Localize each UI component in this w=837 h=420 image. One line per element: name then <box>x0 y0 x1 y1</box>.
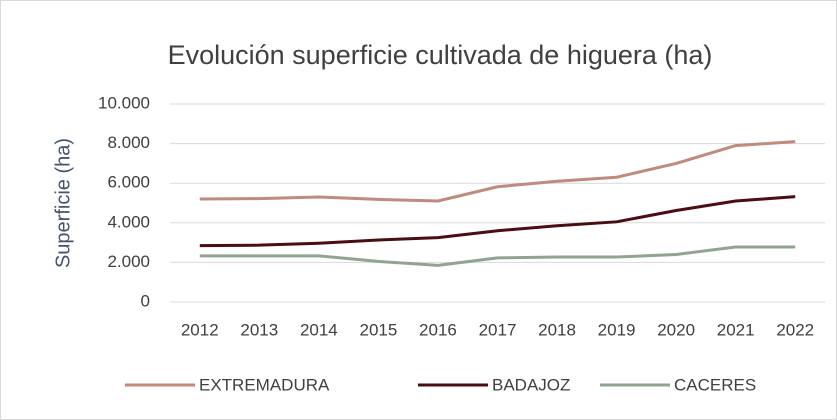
series-line <box>199 245 796 267</box>
legend-label: CACERES <box>674 375 756 394</box>
y-axis-label: Superficie (ha) <box>52 138 74 268</box>
x-tick-label: 2019 <box>598 320 636 339</box>
series-line <box>199 140 796 203</box>
x-tick-label: 2013 <box>240 320 278 339</box>
x-tick-label: 2012 <box>181 320 219 339</box>
x-tick-label: 2016 <box>419 320 457 339</box>
x-tick-label: 2015 <box>359 320 397 339</box>
series-line <box>199 195 796 248</box>
x-tick-label: 2021 <box>717 320 755 339</box>
chart-title: Evolución superficie cultivada de higuer… <box>168 40 713 70</box>
legend-label: BADAJOZ <box>492 375 570 394</box>
y-tick-label: 0 <box>141 291 150 310</box>
x-tick-label: 2018 <box>538 320 576 339</box>
x-tick-label: 2017 <box>479 320 517 339</box>
y-tick-label: 6.000 <box>107 173 150 192</box>
y-tick-label: 10.000 <box>98 93 150 112</box>
y-tick-label: 8.000 <box>107 133 150 152</box>
y-tick-label: 2.000 <box>107 252 150 271</box>
x-tick-label: 2020 <box>657 320 695 339</box>
legend-label: EXTREMADURA <box>199 375 330 394</box>
y-tick-label: 4.000 <box>107 212 150 231</box>
x-tick-label: 2014 <box>300 320 338 339</box>
x-tick-label: 2022 <box>776 320 814 339</box>
